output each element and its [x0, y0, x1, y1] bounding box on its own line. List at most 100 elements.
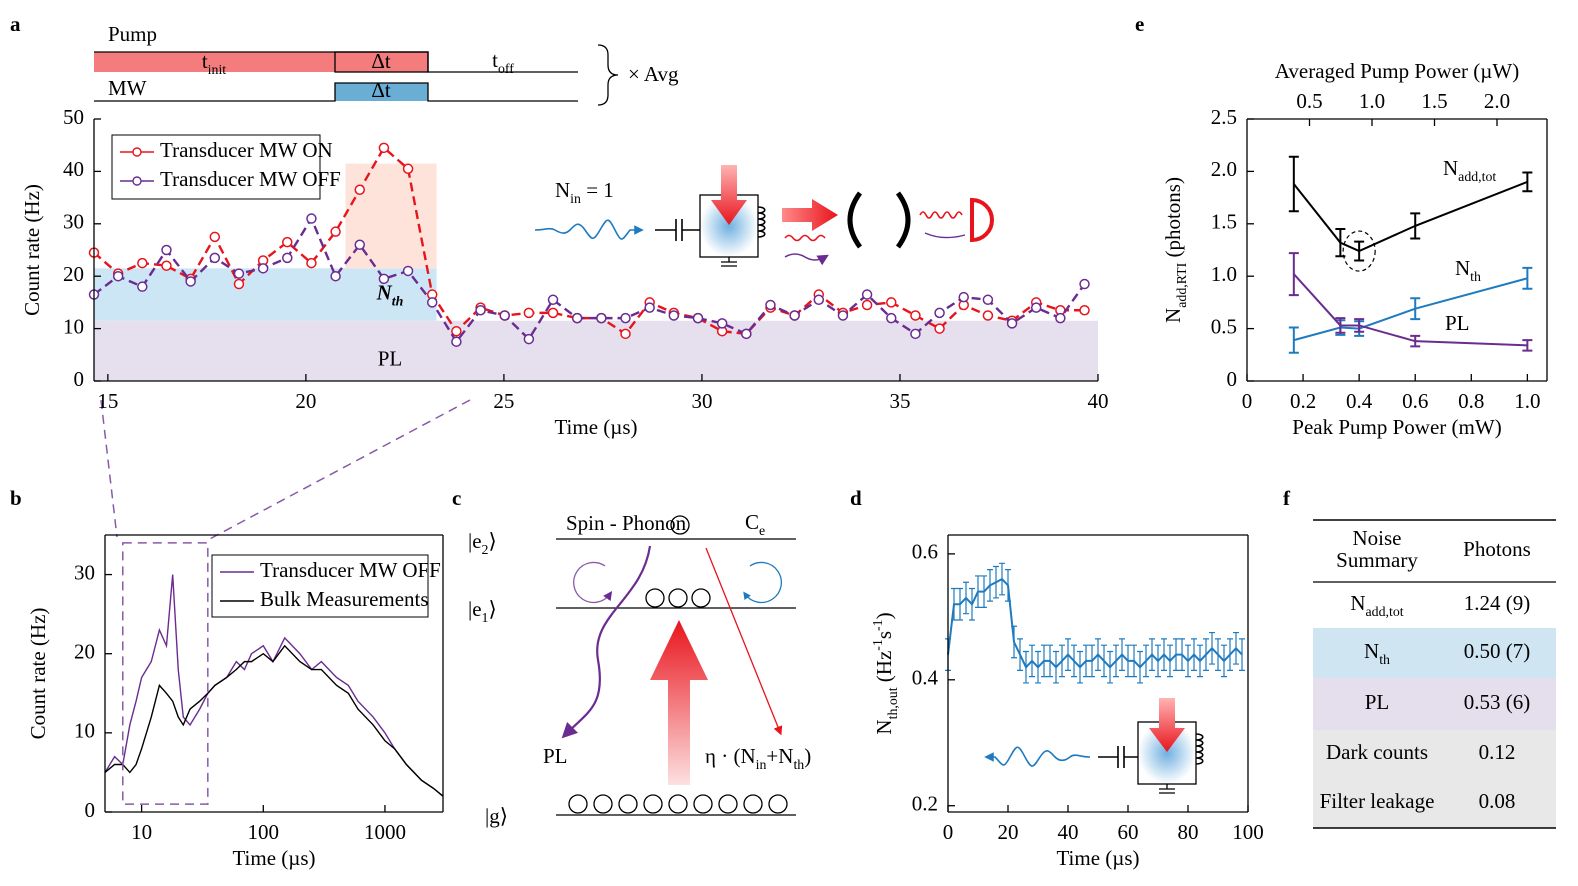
pl-decay-arrow — [561, 545, 652, 739]
point — [330, 226, 341, 237]
error-bar — [1209, 631, 1215, 665]
point — [451, 325, 462, 337]
error-bar — [1071, 644, 1077, 678]
point — [523, 333, 535, 345]
point — [1079, 305, 1090, 316]
population — [645, 588, 665, 608]
y-tick-label: 40 — [63, 157, 84, 181]
x-tick-label: 15 — [97, 389, 118, 413]
point — [910, 310, 921, 321]
error-bar — [1522, 266, 1533, 290]
text-part: +N — [766, 744, 793, 768]
decay-label: PL — [543, 744, 568, 768]
x-tick-label: 80 — [1178, 820, 1199, 844]
panel-label: d — [850, 486, 862, 510]
y-tick-label: 0 — [85, 798, 96, 822]
y-tick-label: 0 — [74, 367, 85, 391]
point — [354, 184, 366, 195]
error-bar — [987, 569, 993, 602]
text-part: init — [208, 62, 227, 77]
text-part: th — [392, 293, 404, 308]
coupling-label: Ce — [745, 510, 765, 538]
x-tick-label: 30 — [691, 389, 712, 413]
table-header: Noise — [1353, 526, 1402, 550]
y-tick-label: 0 — [1227, 367, 1238, 391]
error-bar — [1149, 638, 1155, 671]
error-bar — [1047, 644, 1053, 678]
text-part: t — [492, 48, 498, 72]
point — [451, 336, 462, 347]
text-part: (photons) — [1161, 177, 1185, 263]
detector — [970, 197, 994, 243]
error-bar — [1221, 644, 1227, 678]
point — [861, 289, 873, 300]
point — [596, 312, 607, 324]
point — [233, 278, 245, 290]
population — [691, 588, 711, 608]
error-bar — [957, 587, 963, 621]
level-diagram — [556, 515, 796, 816]
x-axis-label: Time (µs) — [232, 846, 315, 870]
error-bar — [1410, 297, 1421, 321]
error-bar — [1203, 638, 1209, 671]
point — [378, 142, 390, 154]
x-tick-label: 0.4 — [1346, 389, 1373, 413]
point — [402, 163, 414, 175]
table-header: Photons — [1463, 537, 1531, 561]
legend — [211, 554, 429, 618]
error-bar — [1065, 638, 1071, 671]
x-tick-label: 0.2 — [1290, 389, 1316, 413]
error-bar — [1335, 317, 1346, 334]
error-bar — [1522, 339, 1533, 352]
x-axis-label: Peak Pump Power (mW) — [1292, 415, 1501, 439]
error-bar — [1107, 650, 1113, 684]
ground-cap — [721, 257, 737, 267]
text-part: -1 — [870, 639, 885, 651]
series-line — [104, 644, 444, 797]
y-tick-label: 20 — [63, 262, 84, 286]
zoom-box — [122, 542, 209, 805]
brace — [597, 44, 619, 106]
error-bar — [1119, 638, 1125, 671]
table-cell: 1.24 (9) — [1464, 591, 1531, 615]
table-cell: Dark counts — [1326, 740, 1428, 764]
error-bar — [981, 575, 987, 608]
error-bar — [951, 587, 957, 621]
panel-label: e — [1135, 12, 1144, 36]
series-line — [1293, 180, 1528, 253]
table-cell: Nth — [1364, 639, 1390, 667]
legend-label: Transducer MW OFF — [260, 558, 441, 582]
x-tick-label: 0.6 — [1402, 389, 1428, 413]
text-part: e — [759, 523, 765, 538]
filtered-noise — [924, 232, 966, 239]
error-bar — [1131, 644, 1137, 678]
x-tick-label: 0.8 — [1458, 389, 1484, 413]
band-label: Nth — [376, 280, 404, 308]
mirror-left — [847, 191, 863, 249]
error-bar — [1288, 326, 1299, 354]
text-part: -1 — [870, 619, 885, 631]
segment-label: Δt — [371, 49, 391, 73]
output-wave — [984, 746, 1091, 767]
point — [378, 273, 390, 285]
mw-block — [335, 83, 428, 101]
y-tick-label: 10 — [63, 314, 84, 338]
error-bar — [1035, 650, 1041, 684]
y-tick-label: 2.0 — [1211, 157, 1237, 181]
population — [668, 588, 688, 608]
mirror-right — [895, 191, 911, 249]
highlight — [1342, 230, 1376, 272]
point — [861, 299, 873, 311]
output-schematic — [984, 698, 1204, 794]
text-part: off — [498, 61, 514, 76]
error-bar — [1197, 644, 1203, 678]
y-tick-label: 0.2 — [912, 792, 938, 816]
text-part: C — [745, 510, 759, 534]
point — [547, 307, 559, 319]
zoom-connector — [100, 399, 471, 542]
error-bar — [1335, 228, 1346, 258]
legend-marker — [132, 147, 142, 157]
error-bar — [1185, 644, 1191, 678]
point — [934, 323, 945, 334]
panel-label: c — [452, 486, 461, 510]
